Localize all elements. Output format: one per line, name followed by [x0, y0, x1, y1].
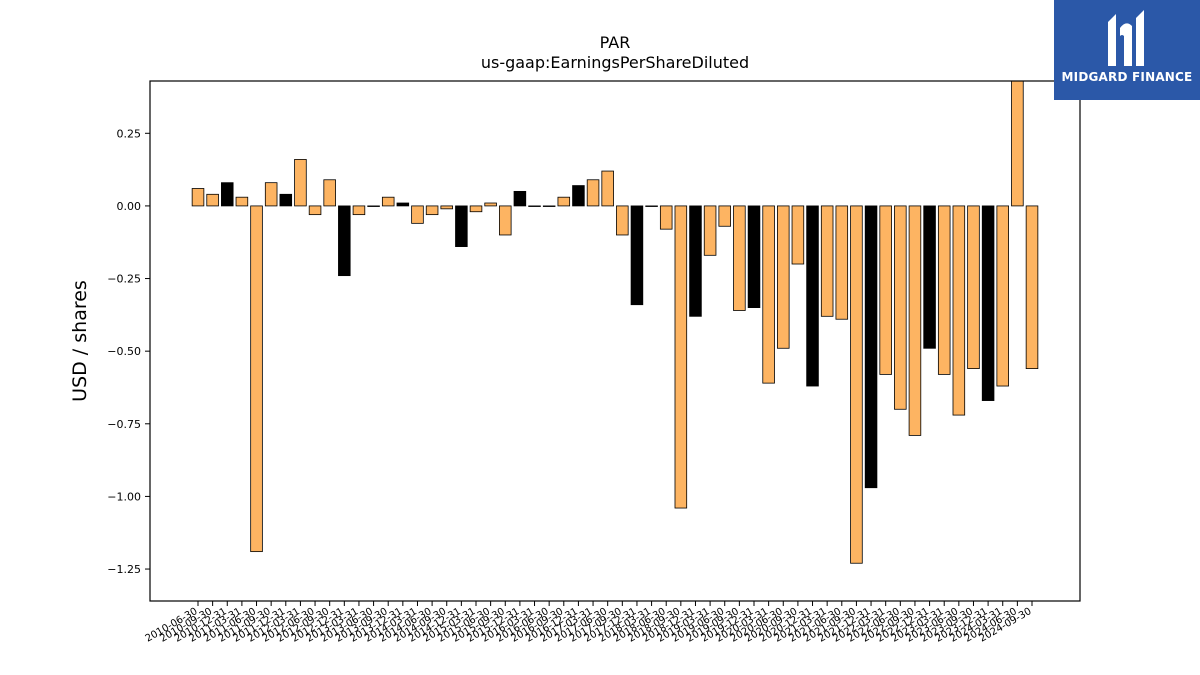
- bar: [616, 205, 629, 236]
- bar: [367, 205, 380, 207]
- bar: [952, 205, 966, 416]
- bar: [338, 205, 351, 277]
- bar: [630, 205, 644, 306]
- bar: [996, 205, 1009, 387]
- bar: [206, 193, 219, 207]
- bar: [601, 170, 614, 207]
- bar: [557, 196, 571, 207]
- bar: [864, 205, 878, 489]
- bar: [264, 182, 278, 207]
- bar: [908, 205, 922, 436]
- y-tick-label: −1.25: [107, 563, 141, 576]
- bar: [733, 205, 746, 311]
- bar: [323, 179, 336, 207]
- bar: [820, 205, 834, 317]
- bar: [791, 205, 805, 265]
- bar: [513, 190, 527, 207]
- bar: [572, 185, 585, 207]
- chart-title: PAR: [600, 33, 631, 52]
- bar: [850, 205, 863, 564]
- bar: [703, 205, 717, 256]
- bar: [674, 205, 688, 509]
- bar: [1025, 205, 1039, 369]
- bar: [279, 193, 293, 207]
- bar: [806, 205, 819, 387]
- brand-logo: MIDGARD FINANCE: [1054, 0, 1200, 100]
- bar: [923, 205, 936, 349]
- bar: [967, 205, 980, 369]
- bar: [469, 205, 483, 213]
- bar: [894, 205, 907, 410]
- bar: [191, 188, 205, 207]
- bar: [1011, 81, 1024, 207]
- bar: [235, 196, 249, 207]
- y-tick-label: −1.00: [107, 490, 141, 503]
- bar: [645, 205, 658, 207]
- bar: [777, 205, 790, 349]
- logo-text: MIDGARD FINANCE: [1061, 70, 1193, 84]
- bar-series: [191, 81, 1039, 564]
- y-tick-label: −0.75: [107, 418, 141, 431]
- bar: [689, 205, 702, 317]
- axes-frame: [149, 80, 1081, 602]
- y-tick-label: −0.25: [107, 273, 141, 286]
- bar: [659, 205, 673, 230]
- y-tick-label: −0.50: [107, 345, 141, 358]
- bar: [528, 205, 541, 207]
- bar: [411, 205, 424, 224]
- bar: [542, 205, 556, 207]
- bar: [425, 205, 439, 216]
- midgard-logo-icon: [1108, 10, 1144, 66]
- bar: [747, 205, 761, 308]
- bar: [381, 196, 395, 207]
- y-tick-label: 0.00: [117, 200, 142, 213]
- bar: [879, 205, 892, 375]
- bar: [396, 202, 410, 207]
- bar: [718, 205, 731, 227]
- bar: [294, 159, 307, 207]
- bar: [981, 205, 995, 401]
- bar: [440, 205, 453, 210]
- bar: [221, 182, 234, 207]
- bar: [352, 205, 366, 216]
- bar: [455, 205, 468, 247]
- bar: [499, 205, 512, 236]
- bar: [250, 205, 263, 553]
- bar: [762, 205, 775, 384]
- bar: [586, 179, 600, 207]
- y-tick-label: 0.25: [117, 127, 142, 140]
- y-axis-label: USD / shares: [69, 280, 91, 402]
- bar: [308, 205, 322, 216]
- bar: [937, 205, 951, 375]
- bar: [835, 205, 849, 320]
- plot-area: 0.250.00−0.25−0.50−0.75−1.00−1.252010-06…: [107, 80, 1081, 645]
- chart-subtitle: us-gaap:EarningsPerShareDiluted: [481, 53, 749, 72]
- bar: [484, 202, 497, 207]
